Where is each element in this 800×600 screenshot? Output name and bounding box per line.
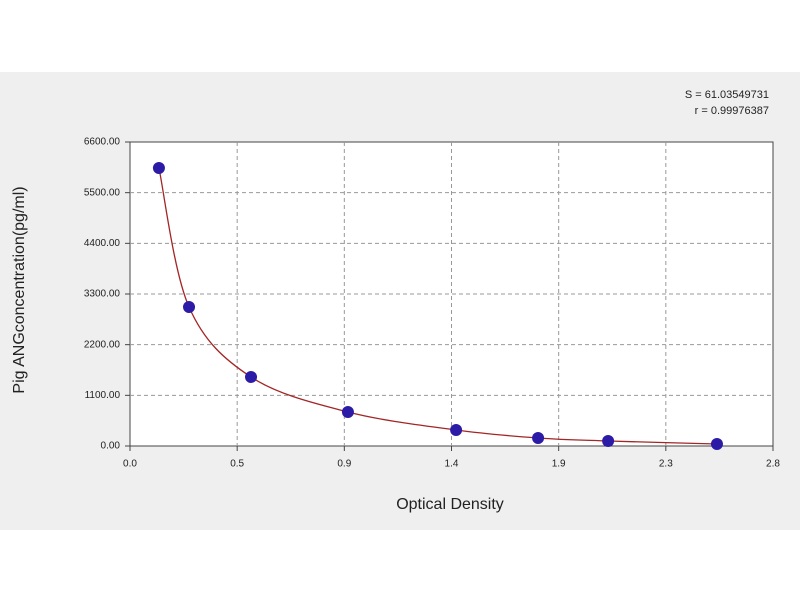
data-point xyxy=(183,300,196,313)
data-point xyxy=(152,161,165,174)
y-tick-label: 3300.00 xyxy=(84,289,121,300)
data-point xyxy=(341,406,354,419)
y-tick-label: 5500.00 xyxy=(84,187,121,198)
stat-s: S = 61.03549731 xyxy=(685,89,769,101)
x-tick-label: 0.5 xyxy=(230,459,244,470)
y-tick-label: 2200.00 xyxy=(84,339,121,350)
stat-r: r = 0.99976387 xyxy=(695,105,769,117)
y-axis-title: Pig ANGconcentration(pg/ml) xyxy=(11,186,28,393)
y-tick-label: 4400.00 xyxy=(84,238,121,249)
y-tick-label: 0.00 xyxy=(101,441,121,452)
x-tick-label: 1.9 xyxy=(552,459,566,470)
data-point xyxy=(450,424,463,437)
data-point xyxy=(710,438,723,451)
data-point xyxy=(532,431,545,444)
x-tick-label: 0.9 xyxy=(337,459,351,470)
data-point xyxy=(245,371,258,384)
data-point xyxy=(602,434,615,447)
x-axis-title: Optical Density xyxy=(396,496,504,513)
y-tick-label: 6600.00 xyxy=(84,137,121,148)
x-tick-label: 2.3 xyxy=(659,459,673,470)
x-tick-label: 2.8 xyxy=(766,459,780,470)
y-tick-label: 1100.00 xyxy=(85,390,121,401)
x-tick-label: 1.4 xyxy=(445,459,459,470)
x-tick-label: 0.0 xyxy=(123,459,137,470)
